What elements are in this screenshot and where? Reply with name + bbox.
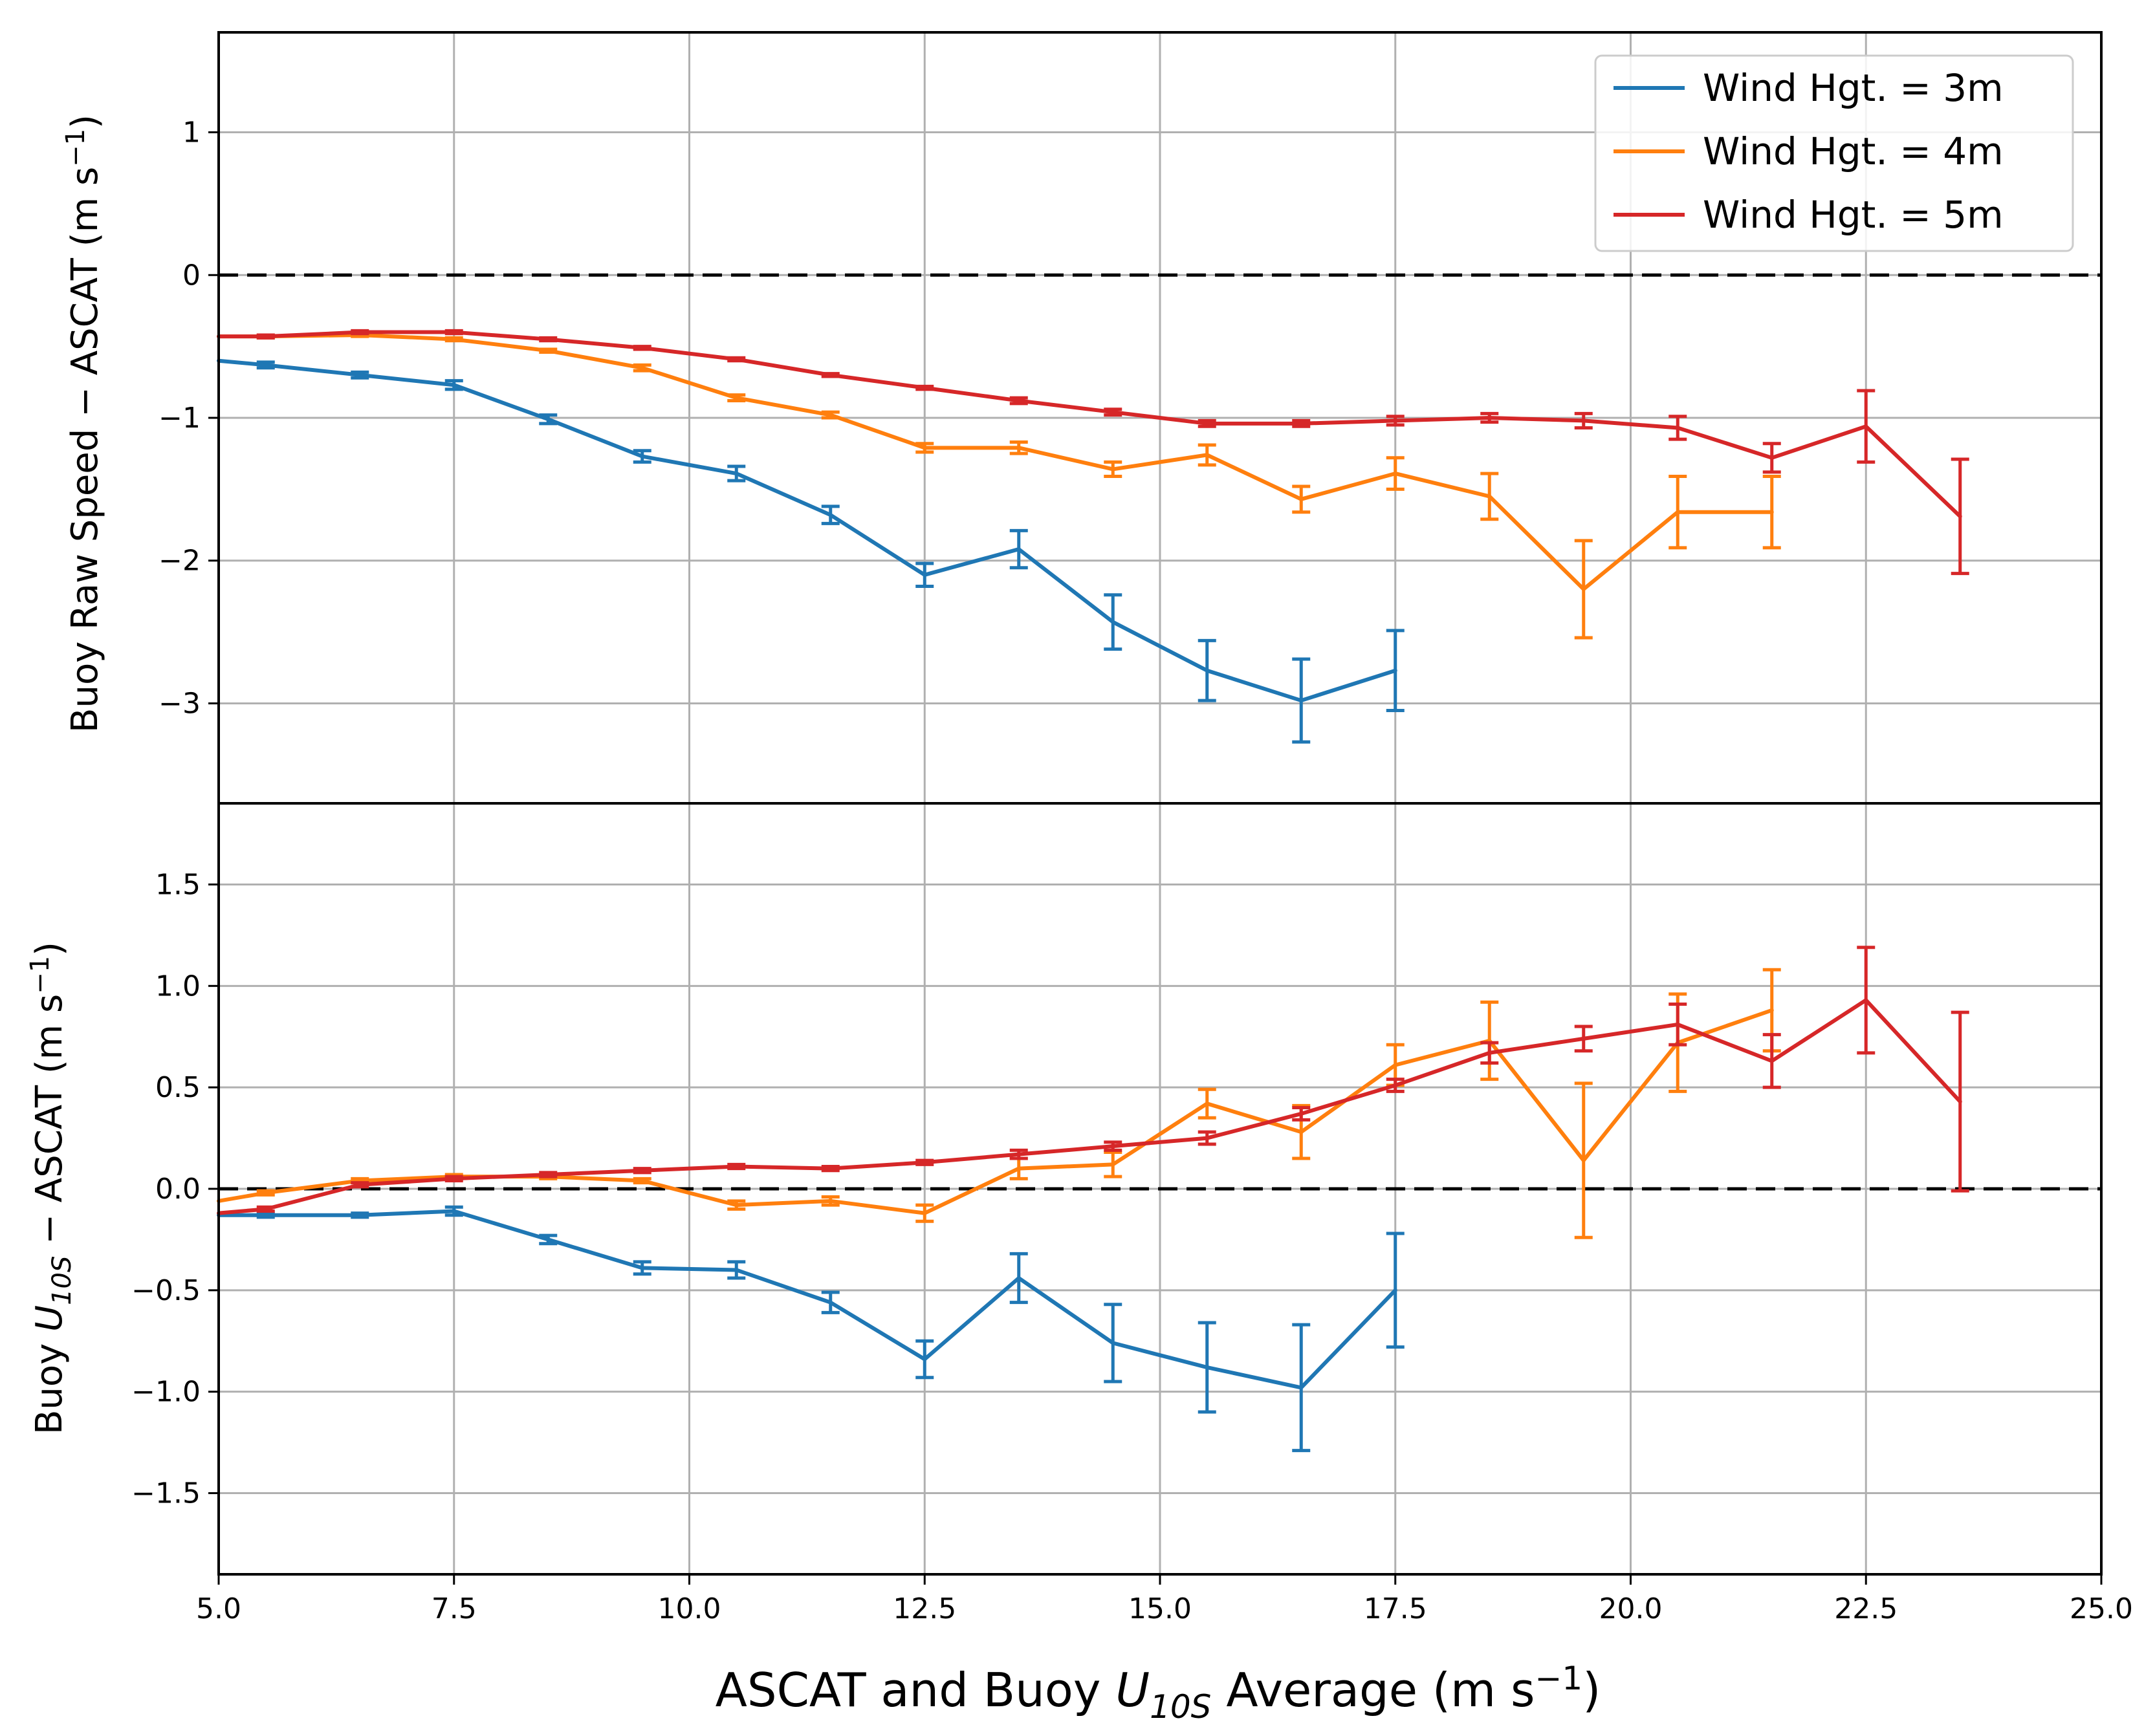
bottom-y-tick-label: −1.5 — [131, 1477, 201, 1510]
series-line — [217, 1008, 1774, 1215]
bottom-y-tick-label: −0.5 — [131, 1274, 201, 1307]
series-line — [217, 1209, 1397, 1390]
legend-label: Wind Hgt. = 4m — [1703, 129, 2004, 173]
bottom-y-tick-label: 1.0 — [155, 970, 201, 1003]
top-series-4m — [217, 332, 1781, 640]
x-axis: 5.0 7.5 10.0 12.5 15.0 17.5 20.0 22.5 25.0 — [196, 1574, 2133, 1625]
x-tick-label: 10.0 — [658, 1592, 721, 1625]
top-series-5m — [217, 329, 1969, 576]
series-line — [217, 330, 1962, 519]
top-y-tick-label: 1 — [182, 116, 201, 149]
top-y-tick-label: −1 — [159, 402, 201, 435]
top-panel: 1 0 −1 −2 −3 — [159, 31, 2103, 805]
x-tick-label: 7.5 — [432, 1592, 477, 1625]
x-tick-label: 17.5 — [1364, 1592, 1427, 1625]
series-line — [217, 358, 1397, 703]
bottom-panel: 1.5 1.0 0.5 0.0 −0.5 −1.0 −1.5 — [131, 802, 2103, 1576]
legend: Wind Hgt. = 3m Wind Hgt. = 4m Wind Hgt. = … — [1594, 54, 2074, 252]
x-tick-label: 25.0 — [2070, 1592, 2133, 1625]
top-series-3m — [217, 358, 1405, 744]
top-y-axis-title: Buoy Raw Speed − ASCAT (m s−1) — [61, 114, 106, 733]
legend-label: Wind Hgt. = 5m — [1703, 193, 2004, 237]
legend-item: Wind Hgt. = 5m — [1614, 193, 2004, 237]
x-axis-title: ASCAT and Buoy U10S Average (m s−1) — [716, 1660, 1601, 1726]
x-tick-label: 20.0 — [1599, 1592, 1663, 1625]
legend-item: Wind Hgt. = 4m — [1614, 129, 2004, 173]
bottom-y-tick-label: 0.5 — [155, 1071, 201, 1104]
x-tick-label: 22.5 — [1834, 1592, 1898, 1625]
x-tick-label: 12.5 — [893, 1592, 956, 1625]
legend-label: Wind Hgt. = 3m — [1703, 66, 2004, 110]
bottom-series-5m — [217, 946, 1969, 1215]
top-y-tick-label: −2 — [159, 545, 201, 578]
legend-item: Wind Hgt. = 3m — [1614, 66, 2004, 110]
bottom-y-tick-label: 0.0 — [155, 1173, 201, 1206]
series-line — [217, 998, 1962, 1215]
x-tick-label: 15.0 — [1128, 1592, 1192, 1625]
top-y-tick-label: −3 — [159, 687, 201, 720]
bottom-series-3m — [217, 1205, 1405, 1453]
bottom-y-tick-label: −1.0 — [131, 1376, 201, 1409]
top-y-tick-label: 0 — [182, 259, 201, 292]
series-line — [217, 332, 1774, 591]
bottom-y-tick-label: 1.5 — [155, 868, 201, 901]
legend-box — [1594, 54, 2074, 252]
bottom-y-axis-title: Buoy U10S − ASCAT (m s−1) — [25, 942, 77, 1435]
x-tick-label: 5.0 — [196, 1592, 241, 1625]
